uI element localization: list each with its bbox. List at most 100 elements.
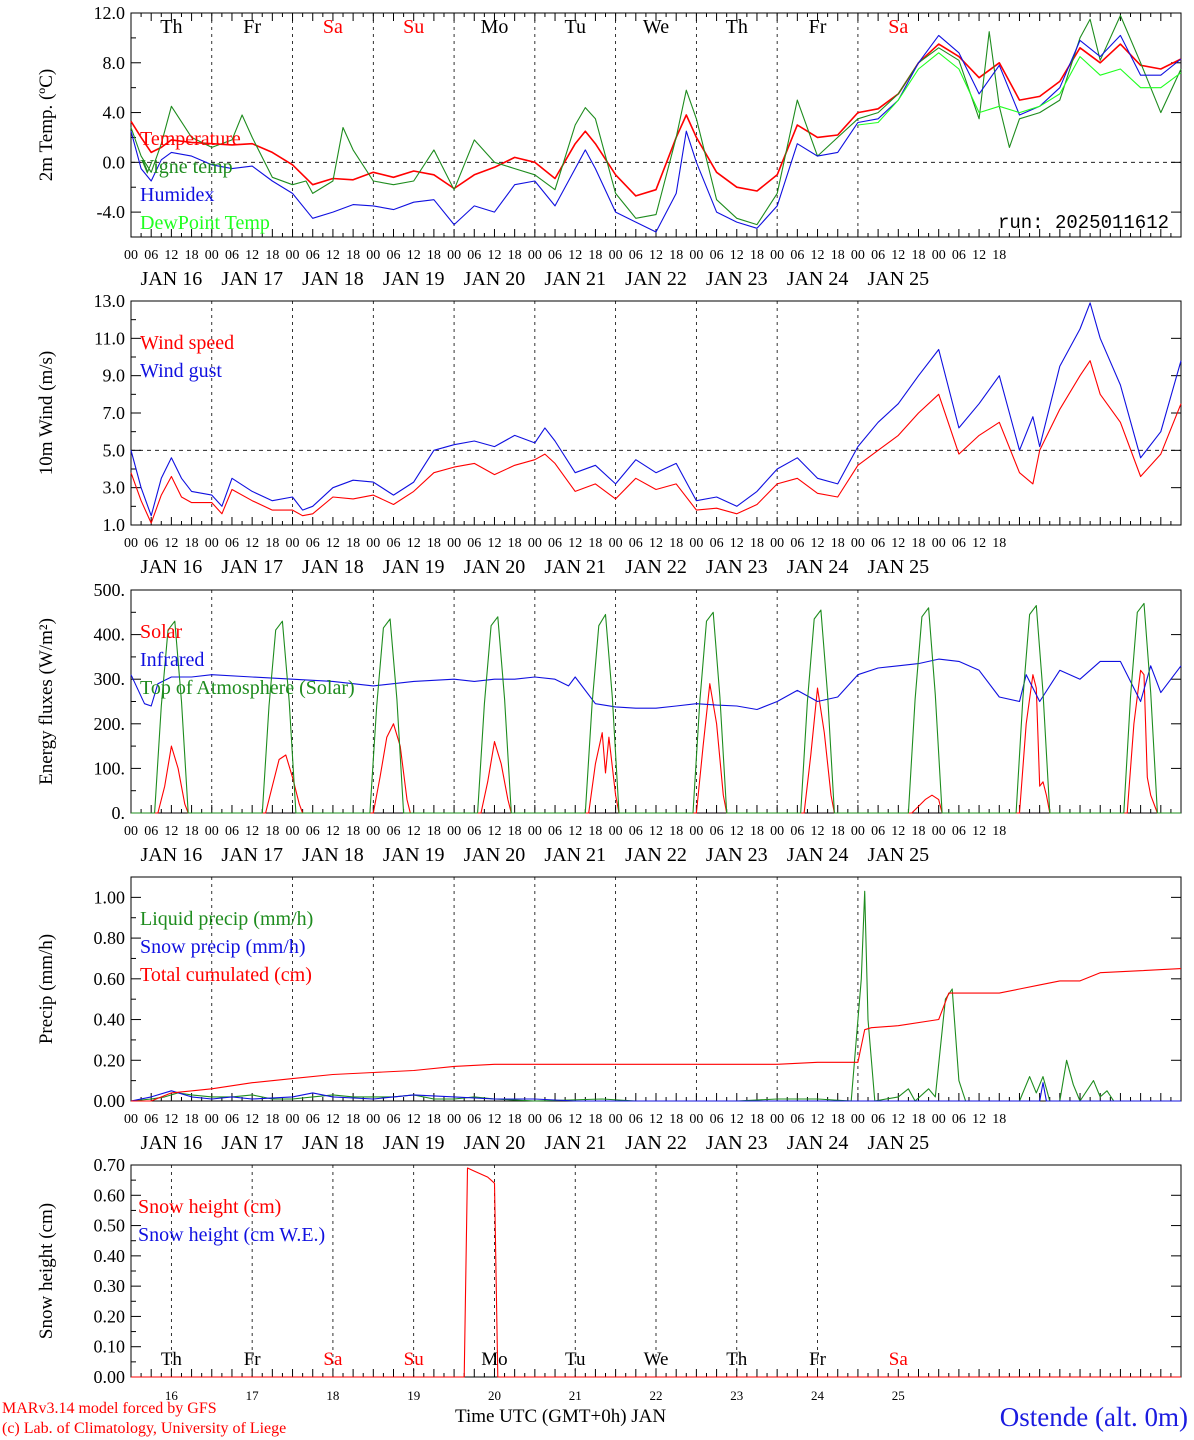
panel-1-series-green-line [130,14,1182,226]
panel-1-hour-label: 18 [508,248,522,263]
panel-3-legend-entry: Infrared [140,649,204,671]
panel-4-hour-label: 06 [952,1112,966,1127]
panel-1-hour-label: 00 [851,248,865,263]
panel-1-date-label: JAN 20 [464,268,526,290]
panel-1-day-abbr: Su [403,16,424,38]
panel-4-date-label: JAN 19 [383,1132,445,1154]
panel-4-hour-label: 06 [306,1112,320,1127]
panel-1-hour-label: 00 [932,248,946,263]
panel-5-day-number: 18 [326,1388,339,1403]
panel-4-ytick-label: 0.80 [94,928,126,948]
panel-4-hour-label: 12 [164,1112,178,1127]
panel-1-hour-label: 12 [407,248,421,263]
panel-3-hour-label: 00 [366,824,380,839]
panel-1-hour-label: 06 [710,248,724,263]
panel-3-hour-label: 18 [992,824,1006,839]
panel-3-ytick-label: 200. [94,714,126,734]
panel-5-day-number: 23 [730,1388,743,1403]
panel-2-hour-label: 18 [427,536,441,551]
panel-4-hour-label: 06 [629,1112,643,1127]
panel-4-hour-label: 00 [689,1112,703,1127]
panel-3-date-label: JAN 20 [464,844,526,866]
panel-4-hour-label: 06 [144,1112,158,1127]
panel-4-hour-label: 00 [124,1112,138,1127]
panel-5-ylabel: Snow height (cm) [36,1203,57,1339]
panel-3-hour-label: 18 [346,824,360,839]
panel-1-ytick-label: 8.0 [103,53,126,73]
panel-4-ytick-label: 0.20 [94,1050,126,1070]
panel-1-hour-label: 06 [548,248,562,263]
panel-3-hour-label: 06 [225,824,239,839]
panel-3-hour-label: 12 [326,824,340,839]
panel-1-ytick-label: 4.0 [103,103,126,123]
panel-1-hour-label: 18 [831,248,845,263]
panel-4-date-label: JAN 16 [141,1132,203,1154]
panel-3-date-label: JAN 17 [221,844,283,866]
panel-3-series-green-line [131,602,1181,814]
panel-1-legend-entry: DewPoint Temp [140,212,270,234]
panel-3-ylabel: Energy fluxes (W/m²) [36,618,57,785]
panel-2-date-label: JAN 19 [383,556,445,578]
panel-5-ytick-label: 0.20 [94,1306,126,1326]
panel-3-hour-label: 18 [588,824,602,839]
panel-2-hour-label: 12 [649,536,663,551]
panel-5-series-red-line [131,1167,1181,1378]
panel-1-hour-label: 18 [588,248,602,263]
panel-2-hour-label: 12 [245,536,259,551]
panel-4-hour-label: 12 [891,1112,905,1127]
panel-1-hour-label: 06 [790,248,804,263]
panel-2-hour-label: 12 [407,536,421,551]
panel-4-ylabel: Precip (mm/h) [36,934,57,1044]
panel-1-date-label: JAN 25 [867,268,929,290]
panel-4-hour-label: 12 [972,1112,986,1127]
panel-2-hour-label: 12 [164,536,178,551]
panel-3-date-label: JAN 23 [706,844,768,866]
panel-3-hour-label: 00 [932,824,946,839]
panel-2-date-label: JAN 21 [544,556,606,578]
panel-2-hour-label: 12 [487,536,501,551]
panel-2-hour-label: 00 [932,536,946,551]
panel-3-hour-label: 12 [568,824,582,839]
panel-5-day-abbr: Fr [244,1349,262,1370]
panel-1-series-lightgreen-line [857,52,1182,126]
panel-1-day-abbr: Fr [243,16,261,38]
panel-2-hour-label: 00 [770,536,784,551]
panel-1-hour-label: 00 [770,248,784,263]
time-axis-label: Time UTC (GMT+0h) JAN [455,1406,667,1427]
panel-4-hour-label: 00 [447,1112,461,1127]
panel-1-day-abbr: Th [160,16,182,38]
panel-2-hour-label: 06 [710,536,724,551]
panel-3-date-label: JAN 22 [625,844,687,866]
panel-1-day-abbr: Fr [809,16,827,38]
panel-1-series-red-line [130,43,1182,197]
model-credit: MARv3.14 model forced by GFS [2,1400,217,1417]
panel-4-hour-label: 06 [548,1112,562,1127]
panel-2-date-label: JAN 20 [464,556,526,578]
panel-2-hour-label: 06 [467,536,481,551]
panel-4-hour-label: 18 [831,1112,845,1127]
panel-4-date-label: JAN 22 [625,1132,687,1154]
panel-2-series-blue-line [130,302,1182,517]
panel-2-ytick-label: 13.0 [94,291,126,311]
panel-3-hour-label: 06 [629,824,643,839]
panel-2-hour-label: 00 [124,536,138,551]
panel-1-date-label: JAN 21 [544,268,606,290]
panel-1-hour-label: 18 [750,248,764,263]
panel-3-date-label: JAN 21 [544,844,606,866]
panel-2-hour-label: 06 [629,536,643,551]
panel-2-hour-label: 18 [750,536,764,551]
panel-3-hour-label: 12 [407,824,421,839]
panel-4-hour-label: 00 [286,1112,300,1127]
panel-1-series-blue-line [130,34,1182,233]
panel-2-hour-label: 06 [144,536,158,551]
panel-3-hour-label: 00 [609,824,623,839]
panel-1-frame [130,12,1182,238]
panel-1-hour-label: 06 [144,248,158,263]
panel-4-hour-label: 12 [811,1112,825,1127]
panel-3-hour-label: 06 [871,824,885,839]
panel-5-day-number: 17 [246,1388,260,1403]
panel-4-date-label: JAN 25 [867,1132,929,1154]
panel-1-hour-label: 12 [245,248,259,263]
panel-1-hour-label: 12 [730,248,744,263]
